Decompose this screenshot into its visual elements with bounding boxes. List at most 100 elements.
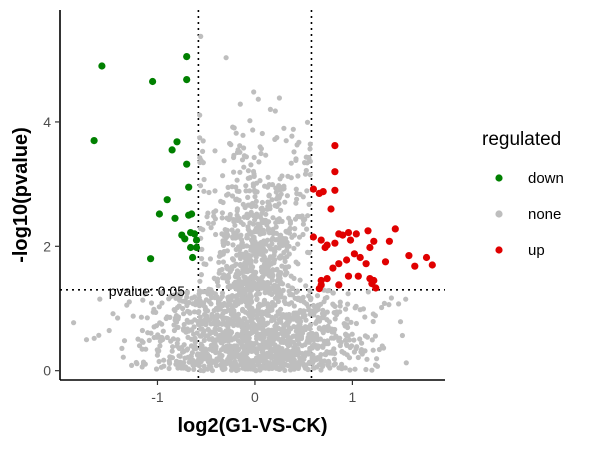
point-none <box>215 297 221 303</box>
point-none <box>351 349 357 355</box>
point-none <box>219 290 226 296</box>
point-none <box>306 331 312 338</box>
point-none <box>201 261 207 267</box>
point-none <box>286 301 292 307</box>
point-none <box>306 293 312 299</box>
point-none <box>276 288 282 294</box>
point-none <box>267 328 273 334</box>
point-none <box>266 193 272 199</box>
point-none <box>265 199 271 205</box>
point-none <box>286 243 292 249</box>
point-none <box>255 312 261 318</box>
point-none <box>273 245 279 251</box>
point-down <box>163 196 171 204</box>
point-none <box>223 348 229 354</box>
point-none <box>205 210 211 216</box>
point-none <box>260 257 266 263</box>
point-none <box>161 363 167 369</box>
point-none <box>315 302 321 308</box>
point-none <box>341 321 347 327</box>
point-none <box>260 346 266 352</box>
point-down <box>147 255 155 263</box>
point-none <box>192 339 198 345</box>
point-none <box>188 353 194 359</box>
point-none <box>369 337 375 343</box>
point-none <box>140 297 146 303</box>
point-none <box>240 132 246 138</box>
point-none <box>205 359 211 365</box>
point-none <box>160 336 166 343</box>
legend-label-up: up <box>528 242 545 259</box>
point-up <box>339 231 347 239</box>
point-none <box>233 130 239 136</box>
point-none <box>169 348 175 354</box>
point-none <box>146 337 152 343</box>
point-up <box>354 272 362 280</box>
point-none <box>320 311 327 317</box>
point-none <box>267 106 273 112</box>
point-none <box>144 315 150 321</box>
point-none <box>312 357 318 363</box>
point-none <box>372 333 378 339</box>
point-none <box>369 367 375 373</box>
point-none <box>288 175 294 181</box>
point-none <box>316 318 323 324</box>
point-none <box>278 232 284 238</box>
point-none <box>308 337 315 343</box>
point-none <box>196 309 202 315</box>
point-none <box>271 283 277 289</box>
point-none <box>233 261 239 267</box>
point-none <box>231 152 237 158</box>
point-none <box>220 199 226 206</box>
point-none <box>174 340 180 346</box>
point-none <box>276 317 282 323</box>
point-none <box>195 362 201 368</box>
point-none <box>352 366 358 372</box>
point-none <box>187 310 193 316</box>
point-none <box>268 363 274 369</box>
point-none <box>218 252 224 258</box>
point-none <box>265 284 272 290</box>
point-none <box>230 257 237 263</box>
point-none <box>232 279 238 285</box>
point-none <box>120 354 126 360</box>
point-none <box>213 331 219 337</box>
point-none <box>153 323 160 329</box>
point-none <box>249 305 255 311</box>
point-none <box>278 357 284 363</box>
point-none <box>292 226 298 232</box>
point-none <box>205 220 211 226</box>
point-up <box>428 261 436 269</box>
point-none <box>223 235 229 241</box>
point-up <box>385 237 393 245</box>
point-none <box>219 339 225 346</box>
point-none <box>332 316 338 322</box>
point-none <box>248 209 254 215</box>
point-none <box>237 143 243 149</box>
point-none <box>236 316 242 322</box>
point-none <box>236 188 242 194</box>
point-up <box>309 233 317 241</box>
point-none <box>225 324 231 330</box>
point-none <box>234 343 240 349</box>
point-none <box>304 119 311 125</box>
point-none <box>289 234 295 240</box>
x-tick-label: 1 <box>349 389 357 405</box>
point-down <box>183 53 191 61</box>
point-none <box>255 303 261 309</box>
point-none <box>306 201 312 207</box>
point-none <box>230 242 236 248</box>
point-none <box>192 335 198 341</box>
point-none <box>231 217 237 223</box>
point-none <box>261 265 267 271</box>
point-none <box>219 359 225 365</box>
point-none <box>71 320 77 326</box>
point-none <box>201 363 207 369</box>
point-none <box>291 245 297 251</box>
point-none <box>293 259 299 265</box>
point-none <box>110 311 116 317</box>
point-none <box>209 337 215 343</box>
point-none <box>250 341 256 347</box>
point-none <box>170 344 176 350</box>
point-none <box>326 319 332 325</box>
